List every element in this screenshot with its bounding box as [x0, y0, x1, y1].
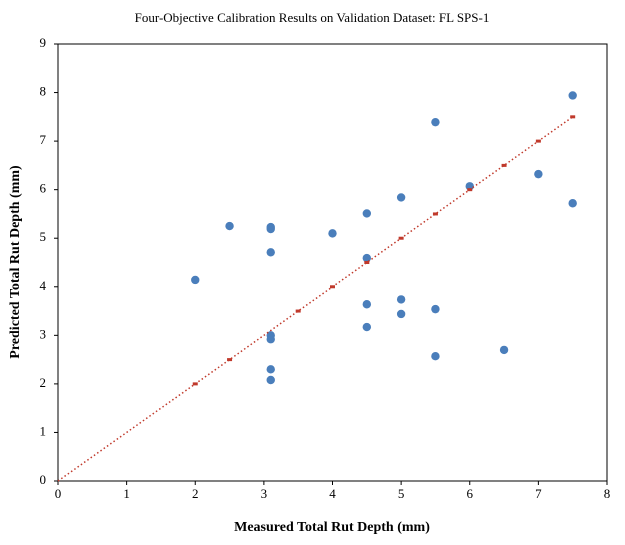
data-point [431, 304, 440, 314]
data-point [362, 300, 372, 309]
chart-title: Four-Objective Calibration Results on Va… [135, 10, 490, 25]
data-point [225, 221, 234, 231]
x-tick-label: 6 [467, 486, 474, 501]
y-tick-label: 9 [40, 35, 47, 50]
y-tick-label: 0 [40, 472, 47, 487]
x-tick-label: 2 [192, 486, 199, 501]
equality-marker [501, 163, 507, 167]
data-point [266, 375, 275, 385]
data-point [431, 117, 440, 127]
data-point [328, 229, 337, 238]
data-point [362, 322, 372, 332]
x-axis-label: Measured Total Rut Depth (mm) [234, 520, 430, 535]
equality-marker [295, 309, 301, 313]
y-tick-label: 8 [40, 84, 47, 99]
data-point [396, 309, 406, 319]
y-tick-label: 1 [40, 423, 47, 438]
x-tick-label: 7 [535, 486, 542, 501]
equality-marker [398, 236, 404, 240]
equality-marker [227, 358, 233, 362]
data-point [568, 91, 577, 100]
x-tick-label: 0 [55, 486, 62, 501]
data-point [266, 335, 275, 344]
equality-marker [570, 115, 576, 119]
data-point [431, 352, 440, 361]
y-tick-label: 3 [40, 326, 47, 341]
y-tick-label: 4 [40, 278, 47, 293]
equality-marker [467, 188, 473, 192]
data-point [568, 199, 577, 208]
data-point [499, 345, 509, 355]
x-tick-label: 1 [123, 486, 130, 501]
equality-marker [432, 212, 438, 216]
x-tick-label: 5 [398, 486, 405, 501]
equality-marker [364, 261, 370, 264]
data-point [191, 275, 200, 285]
data-point [396, 193, 406, 202]
data-point [362, 209, 372, 218]
equality-marker [535, 139, 541, 143]
y-tick-label: 5 [40, 229, 47, 244]
x-tick-label: 8 [604, 486, 611, 501]
data-point [266, 224, 275, 234]
y-axis-label: Predicted Total Rut Depth (mm) [8, 165, 23, 359]
x-tick-label: 4 [329, 486, 336, 501]
data-point [266, 365, 275, 374]
equality-marker [192, 382, 198, 386]
equality-line [57, 116, 574, 482]
data-point [266, 248, 275, 257]
equality-marker [330, 285, 335, 289]
y-tick-label: 6 [40, 181, 47, 196]
data-point [396, 295, 406, 304]
y-tick-label: 7 [40, 132, 47, 147]
data-point [534, 169, 543, 179]
x-tick-label: 3 [261, 486, 268, 501]
y-tick-label: 2 [40, 375, 47, 390]
